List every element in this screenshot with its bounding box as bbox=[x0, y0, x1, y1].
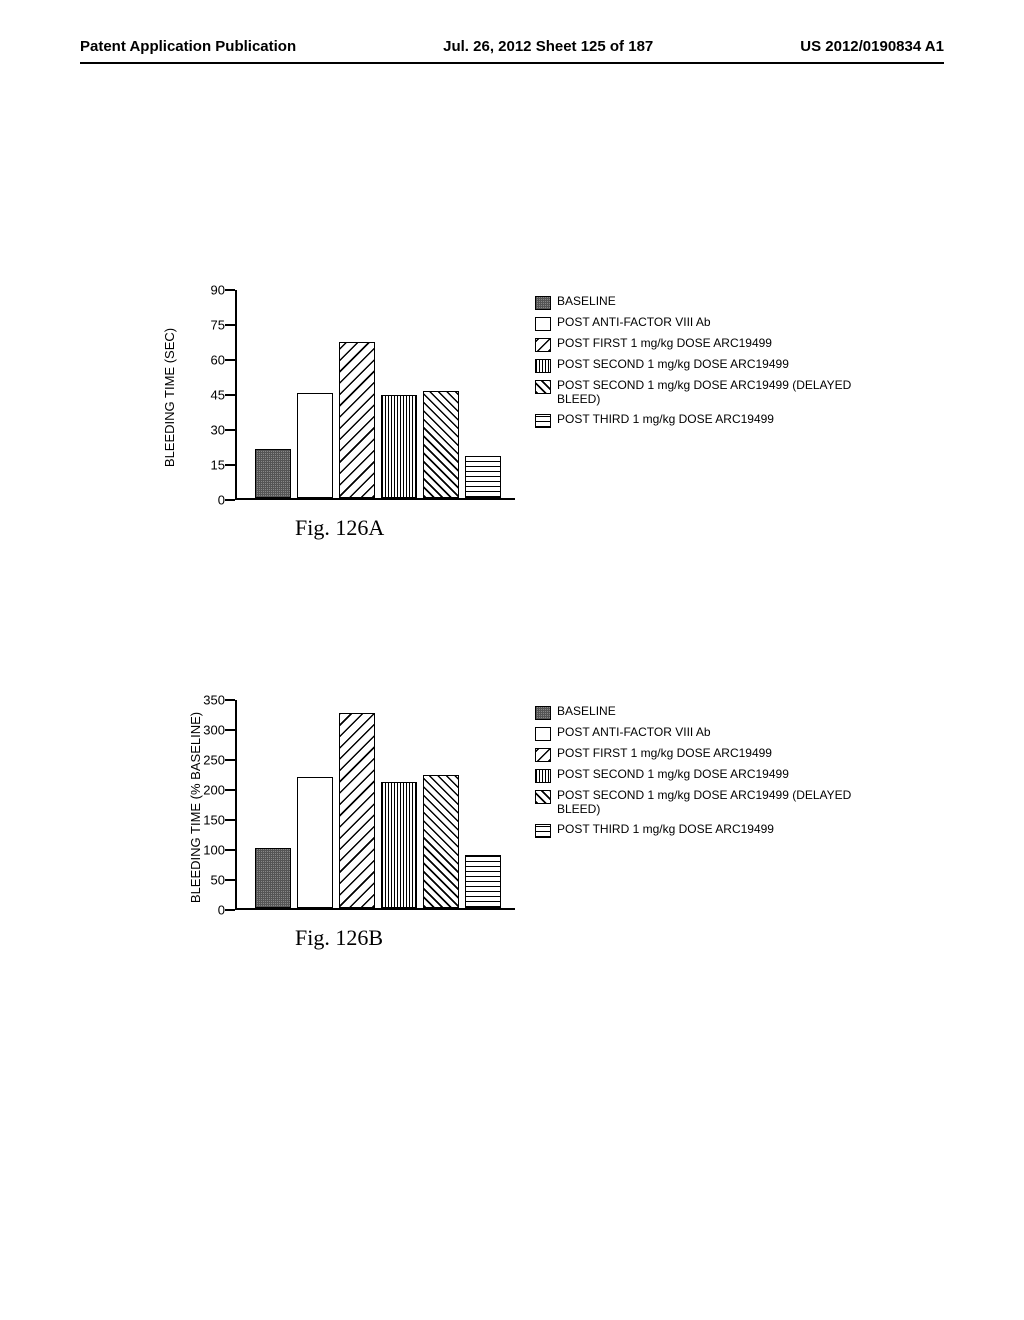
bar bbox=[381, 395, 417, 498]
y-tick-label: 350 bbox=[203, 693, 225, 708]
y-tick-label: 30 bbox=[211, 423, 225, 438]
legend-swatch bbox=[535, 748, 551, 762]
y-tick bbox=[225, 289, 235, 291]
legend-swatch bbox=[535, 338, 551, 352]
plot-region-a bbox=[235, 290, 515, 500]
legend-label: POST FIRST 1 mg/kg DOSE ARC19499 bbox=[557, 337, 865, 351]
legend-swatch bbox=[535, 824, 551, 838]
legend-a: BASELINE POST ANTI-FACTOR VIII Ab POST FIR… bbox=[535, 295, 865, 434]
bar bbox=[465, 456, 501, 498]
y-axis-title-a: BLEEDING TIME (SEC) bbox=[162, 328, 177, 467]
y-tick bbox=[225, 849, 235, 851]
legend-swatch bbox=[535, 296, 551, 310]
bar bbox=[423, 775, 459, 908]
legend-item: BASELINE bbox=[535, 705, 865, 720]
legend-label: POST THIRD 1 mg/kg DOSE ARC19499 bbox=[557, 413, 865, 427]
header-right: US 2012/0190834 A1 bbox=[800, 38, 944, 55]
y-tick-label: 45 bbox=[211, 388, 225, 403]
y-tick bbox=[225, 499, 235, 501]
chart-area-a: BLEEDING TIME (SEC) BASELINE POST ANTI-FA… bbox=[155, 290, 875, 550]
bar bbox=[297, 393, 333, 498]
legend-swatch bbox=[535, 706, 551, 720]
legend-label: POST ANTI-FACTOR VIII Ab bbox=[557, 316, 865, 330]
y-tick-label: 0 bbox=[218, 493, 225, 508]
y-tick bbox=[225, 729, 235, 731]
y-tick-label: 60 bbox=[211, 353, 225, 368]
legend-label: POST FIRST 1 mg/kg DOSE ARC19499 bbox=[557, 747, 865, 761]
y-tick bbox=[225, 699, 235, 701]
legend-item: POST THIRD 1 mg/kg DOSE ARC19499 bbox=[535, 823, 865, 838]
legend-item: POST SECOND 1 mg/kg DOSE ARC19499 (DELAY… bbox=[535, 789, 865, 817]
y-tick bbox=[225, 819, 235, 821]
y-tick-label: 150 bbox=[203, 813, 225, 828]
legend-item: POST ANTI-FACTOR VIII Ab bbox=[535, 726, 865, 741]
plot-region-b bbox=[235, 700, 515, 910]
chart-area-b: BLEEDING TIME (% BASELINE) BASELINE POST … bbox=[155, 700, 875, 960]
figure-caption-b: Fig. 126B bbox=[295, 925, 383, 951]
legend-item: POST SECOND 1 mg/kg DOSE ARC19499 bbox=[535, 768, 865, 783]
bar bbox=[255, 848, 291, 908]
y-tick bbox=[225, 429, 235, 431]
legend-swatch bbox=[535, 727, 551, 741]
legend-b: BASELINE POST ANTI-FACTOR VIII Ab POST FIR… bbox=[535, 705, 865, 844]
legend-label: POST SECOND 1 mg/kg DOSE ARC19499 bbox=[557, 768, 865, 782]
figure-126a: BLEEDING TIME (SEC) BASELINE POST ANTI-FA… bbox=[155, 290, 875, 550]
page-header: Patent Application Publication Jul. 26, … bbox=[0, 38, 1024, 55]
y-tick-label: 300 bbox=[203, 723, 225, 738]
bar bbox=[339, 713, 375, 908]
legend-item: POST ANTI-FACTOR VIII Ab bbox=[535, 316, 865, 331]
y-tick bbox=[225, 759, 235, 761]
header-center: Jul. 26, 2012 Sheet 125 of 187 bbox=[443, 38, 653, 55]
legend-swatch bbox=[535, 769, 551, 783]
legend-swatch bbox=[535, 790, 551, 804]
figure-126b: BLEEDING TIME (% BASELINE) BASELINE POST … bbox=[155, 700, 875, 960]
header-rule bbox=[80, 62, 944, 64]
figure-caption-a: Fig. 126A bbox=[295, 515, 384, 541]
legend-label: POST SECOND 1 mg/kg DOSE ARC19499 (DELAY… bbox=[557, 379, 865, 407]
y-tick-label: 200 bbox=[203, 783, 225, 798]
legend-swatch bbox=[535, 359, 551, 373]
legend-item: POST SECOND 1 mg/kg DOSE ARC19499 (DELAY… bbox=[535, 379, 865, 407]
legend-item: POST FIRST 1 mg/kg DOSE ARC19499 bbox=[535, 747, 865, 762]
legend-label: POST SECOND 1 mg/kg DOSE ARC19499 (DELAY… bbox=[557, 789, 865, 817]
y-tick-label: 15 bbox=[211, 458, 225, 473]
legend-label: POST THIRD 1 mg/kg DOSE ARC19499 bbox=[557, 823, 865, 837]
legend-swatch bbox=[535, 317, 551, 331]
legend-item: POST SECOND 1 mg/kg DOSE ARC19499 bbox=[535, 358, 865, 373]
y-tick bbox=[225, 789, 235, 791]
bar bbox=[423, 391, 459, 498]
y-tick bbox=[225, 394, 235, 396]
bar bbox=[297, 777, 333, 908]
bar bbox=[465, 855, 501, 908]
y-tick-label: 75 bbox=[211, 318, 225, 333]
legend-item: POST FIRST 1 mg/kg DOSE ARC19499 bbox=[535, 337, 865, 352]
y-tick-label: 100 bbox=[203, 843, 225, 858]
legend-label: BASELINE bbox=[557, 295, 865, 309]
legend-label: POST SECOND 1 mg/kg DOSE ARC19499 bbox=[557, 358, 865, 372]
y-tick bbox=[225, 909, 235, 911]
y-tick bbox=[225, 324, 235, 326]
y-tick bbox=[225, 464, 235, 466]
legend-item: BASELINE bbox=[535, 295, 865, 310]
legend-swatch bbox=[535, 414, 551, 428]
y-tick-label: 0 bbox=[218, 903, 225, 918]
y-tick bbox=[225, 879, 235, 881]
bar bbox=[381, 782, 417, 908]
legend-label: POST ANTI-FACTOR VIII Ab bbox=[557, 726, 865, 740]
legend-swatch bbox=[535, 380, 551, 394]
y-axis-title-b: BLEEDING TIME (% BASELINE) bbox=[188, 712, 203, 903]
legend-item: POST THIRD 1 mg/kg DOSE ARC19499 bbox=[535, 413, 865, 428]
legend-label: BASELINE bbox=[557, 705, 865, 719]
bar bbox=[339, 342, 375, 498]
y-tick-label: 50 bbox=[211, 873, 225, 888]
y-tick bbox=[225, 359, 235, 361]
y-tick-label: 90 bbox=[211, 283, 225, 298]
y-tick-label: 250 bbox=[203, 753, 225, 768]
header-left: Patent Application Publication bbox=[80, 38, 296, 55]
bar bbox=[255, 449, 291, 498]
